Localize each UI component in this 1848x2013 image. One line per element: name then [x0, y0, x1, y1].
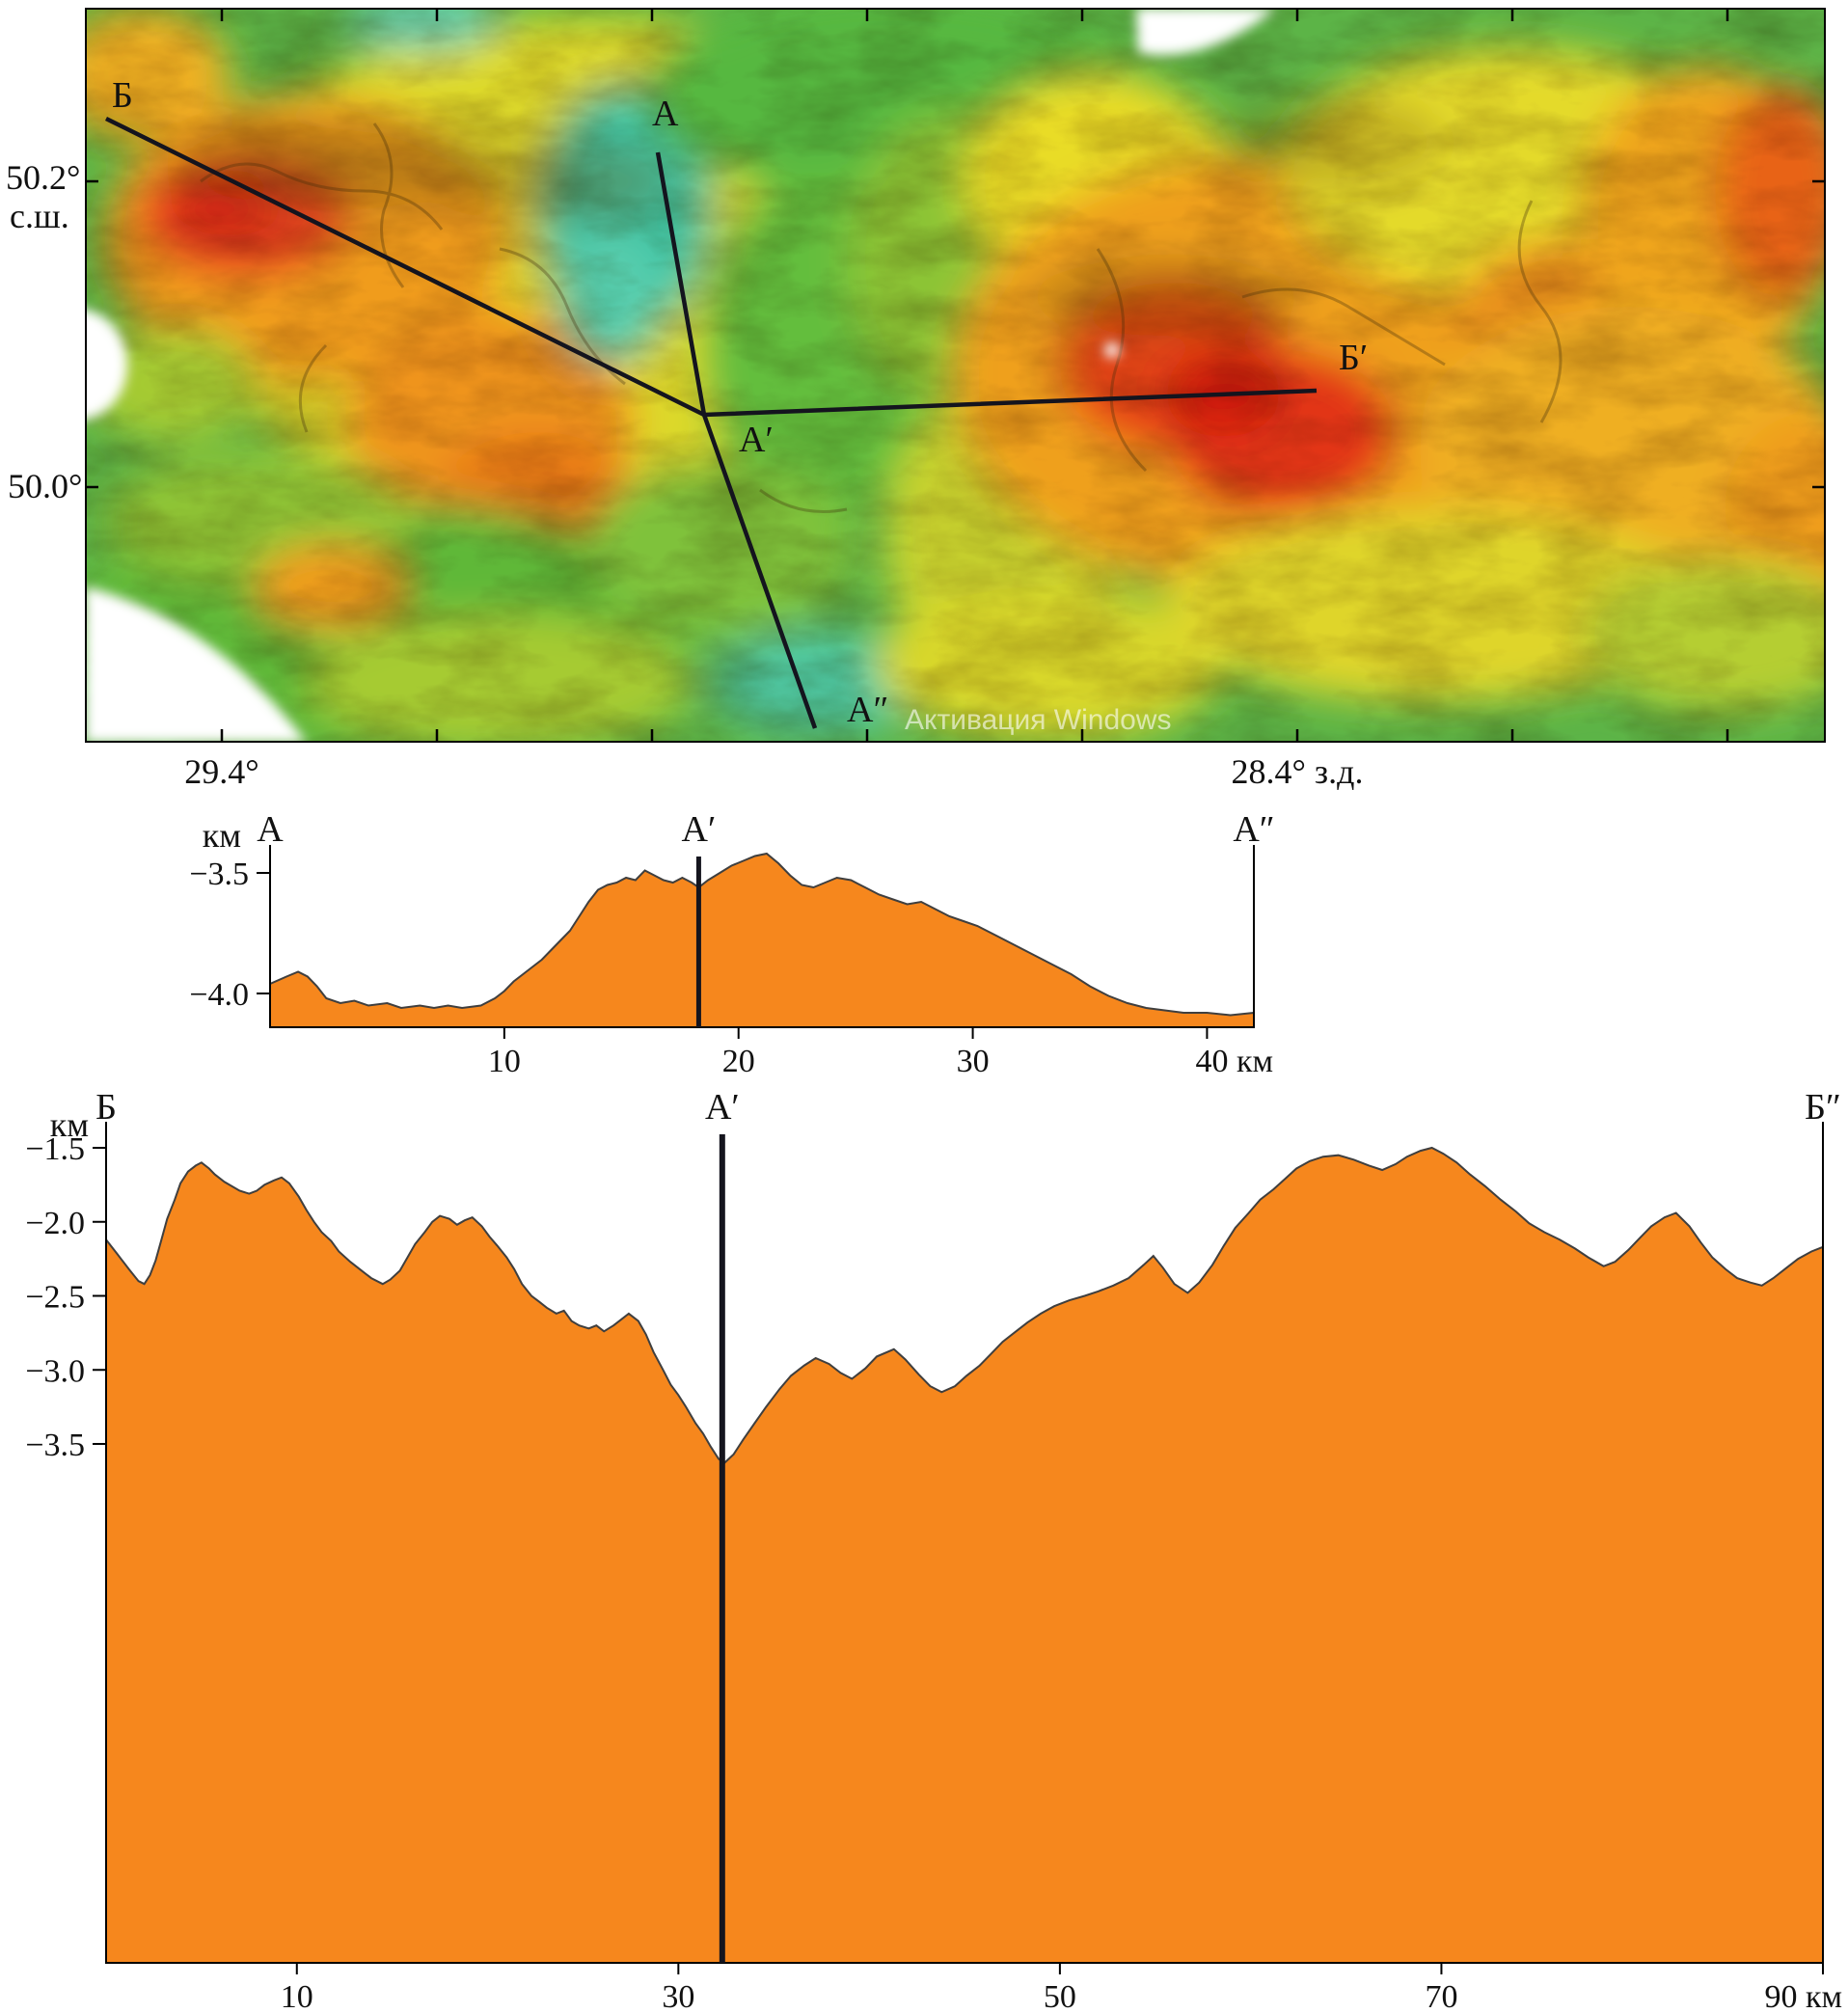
start-label: Б [95, 1087, 117, 1128]
x-tick-label: 40 км [1195, 1044, 1273, 1079]
lat-label-top: 50.2° [6, 158, 81, 197]
bathymetry-map: Б А А′ А″ Б′ Активация Windows [85, 8, 1826, 743]
y-tick-label: −2.5 [25, 1280, 85, 1316]
profile-outline [105, 1146, 1824, 1465]
lon-label-right: 28.4° з.д. [1231, 752, 1364, 791]
marker-label: А′ [682, 809, 717, 850]
end-label: Б″ [1805, 1087, 1841, 1128]
label-A-start: А [652, 94, 679, 134]
x-tick-label: 20 [722, 1044, 755, 1079]
profile-chart-A: −3.5 −4.0 10 20 30 40 км А А′ А″ км [189, 809, 1274, 1079]
y-tick-label: −1.5 [25, 1131, 85, 1167]
relief-texture [85, 8, 1826, 743]
profile-outline [269, 852, 1255, 1017]
windows-watermark: Активация Windows [905, 704, 1171, 736]
label-junction: А′ [739, 420, 774, 460]
label-B-start: Б [112, 75, 133, 116]
graticule-ticks [85, 8, 1826, 743]
y-tick-label: −3.0 [25, 1353, 85, 1389]
y-tick-label: −2.0 [25, 1206, 85, 1241]
y-tick-label: −4.0 [189, 977, 249, 1013]
marker-label: А′ [705, 1087, 740, 1128]
chart-axes [105, 1122, 1824, 1964]
x-tick-label: 70 [1425, 1979, 1457, 2013]
label-B-end: Б′ [1339, 338, 1368, 378]
x-tick-label: 10 [281, 1979, 313, 2013]
y-tick-label: −3.5 [25, 1428, 85, 1463]
profile-area [106, 1148, 1823, 1963]
end-label: А″ [1233, 809, 1274, 850]
bathymetry-map-svg: Б А А′ А″ Б′ Активация Windows [85, 8, 1826, 743]
y-tick-label: −3.5 [189, 857, 249, 892]
x-tick-label: 30 [957, 1044, 990, 1079]
chart-axes [269, 845, 1255, 1028]
section-line-A-A2 [655, 151, 818, 729]
axis-unit-label: км [50, 1105, 89, 1144]
x-tick-label: 50 [1044, 1979, 1076, 2013]
lat-hemisphere-label: с.ш. [10, 197, 69, 235]
map-frame-border [85, 8, 1826, 743]
x-tick-label: 10 [488, 1044, 521, 1079]
section-labels: Б А А′ А″ Б′ [112, 75, 1368, 730]
axis-unit-label: км [203, 816, 241, 855]
lon-label-left: 29.4° [184, 752, 259, 791]
no-data-patches [85, 8, 1276, 743]
profile-area [270, 854, 1254, 1027]
lat-label-bottom: 50.0° [8, 467, 83, 505]
start-label: А [257, 809, 284, 850]
profile-chart-B: −1.5 −2.0 −2.5 −3.0 −3.5 10 30 50 70 90 км Б А′ Б″ км [25, 1087, 1842, 2013]
label-A-end: А″ [847, 690, 888, 730]
x-tick-label: 30 [662, 1979, 694, 2013]
relief-map-art: Б А А′ А″ Б′ Активация Windows [85, 8, 1826, 743]
x-tick-label: 90 км [1764, 1979, 1842, 2013]
section-lines [105, 116, 1318, 729]
